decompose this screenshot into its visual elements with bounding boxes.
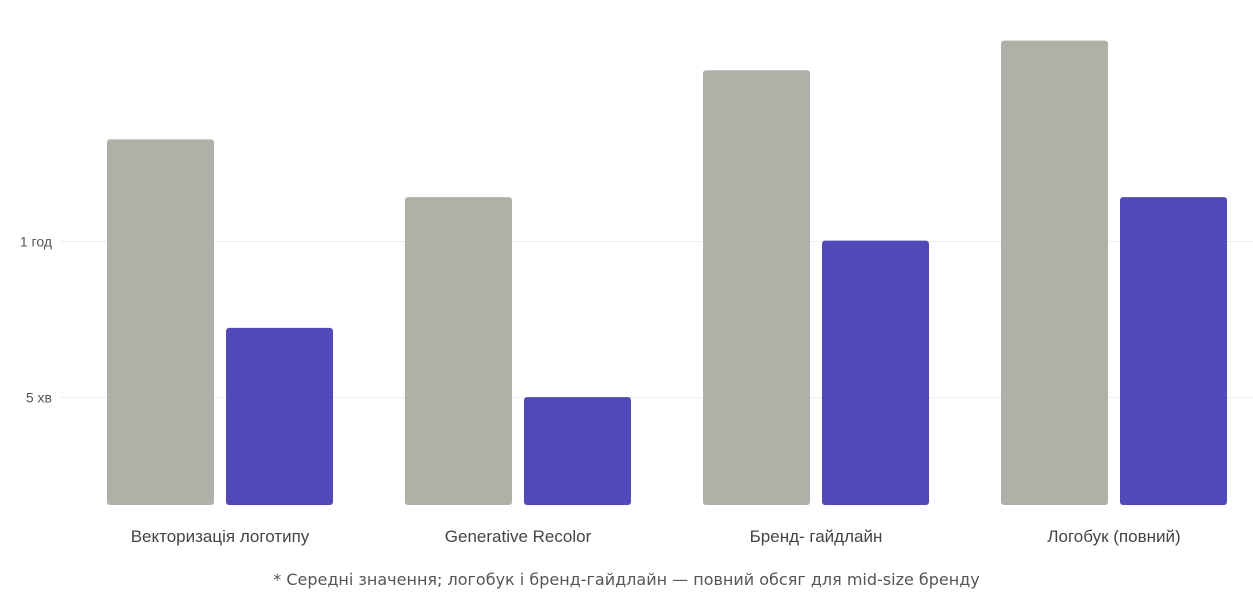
bar-series-2-1 bbox=[226, 327, 333, 505]
x-category-label: Generative Recolor bbox=[445, 527, 592, 546]
bar-series-1-2 bbox=[405, 197, 512, 505]
bar-series-1-1 bbox=[107, 139, 214, 505]
bar-series-2-3 bbox=[822, 240, 929, 505]
y-tick-label: 1 год bbox=[20, 234, 52, 250]
x-category-label: Логобук (повний) bbox=[1047, 527, 1180, 546]
bar-series-1-3 bbox=[703, 70, 810, 505]
bars-layer bbox=[107, 40, 1227, 505]
x-category-label: Векторизація логотипу bbox=[131, 527, 310, 546]
bar-series-1-4 bbox=[1001, 40, 1108, 505]
y-axis-ticks: 5 хв 1 год bbox=[20, 234, 52, 406]
bar-series-2-2 bbox=[524, 397, 631, 505]
x-axis-categories: Векторизація логотипу Generative Recolor Б… bbox=[131, 527, 1181, 546]
y-tick-label: 5 хв bbox=[26, 390, 52, 406]
bar-series-2-4 bbox=[1120, 197, 1227, 505]
chart-footnote: * Середні значення; логобук і бренд-гайд… bbox=[273, 570, 980, 589]
x-category-label: Бренд- гайдлайн bbox=[750, 527, 883, 546]
